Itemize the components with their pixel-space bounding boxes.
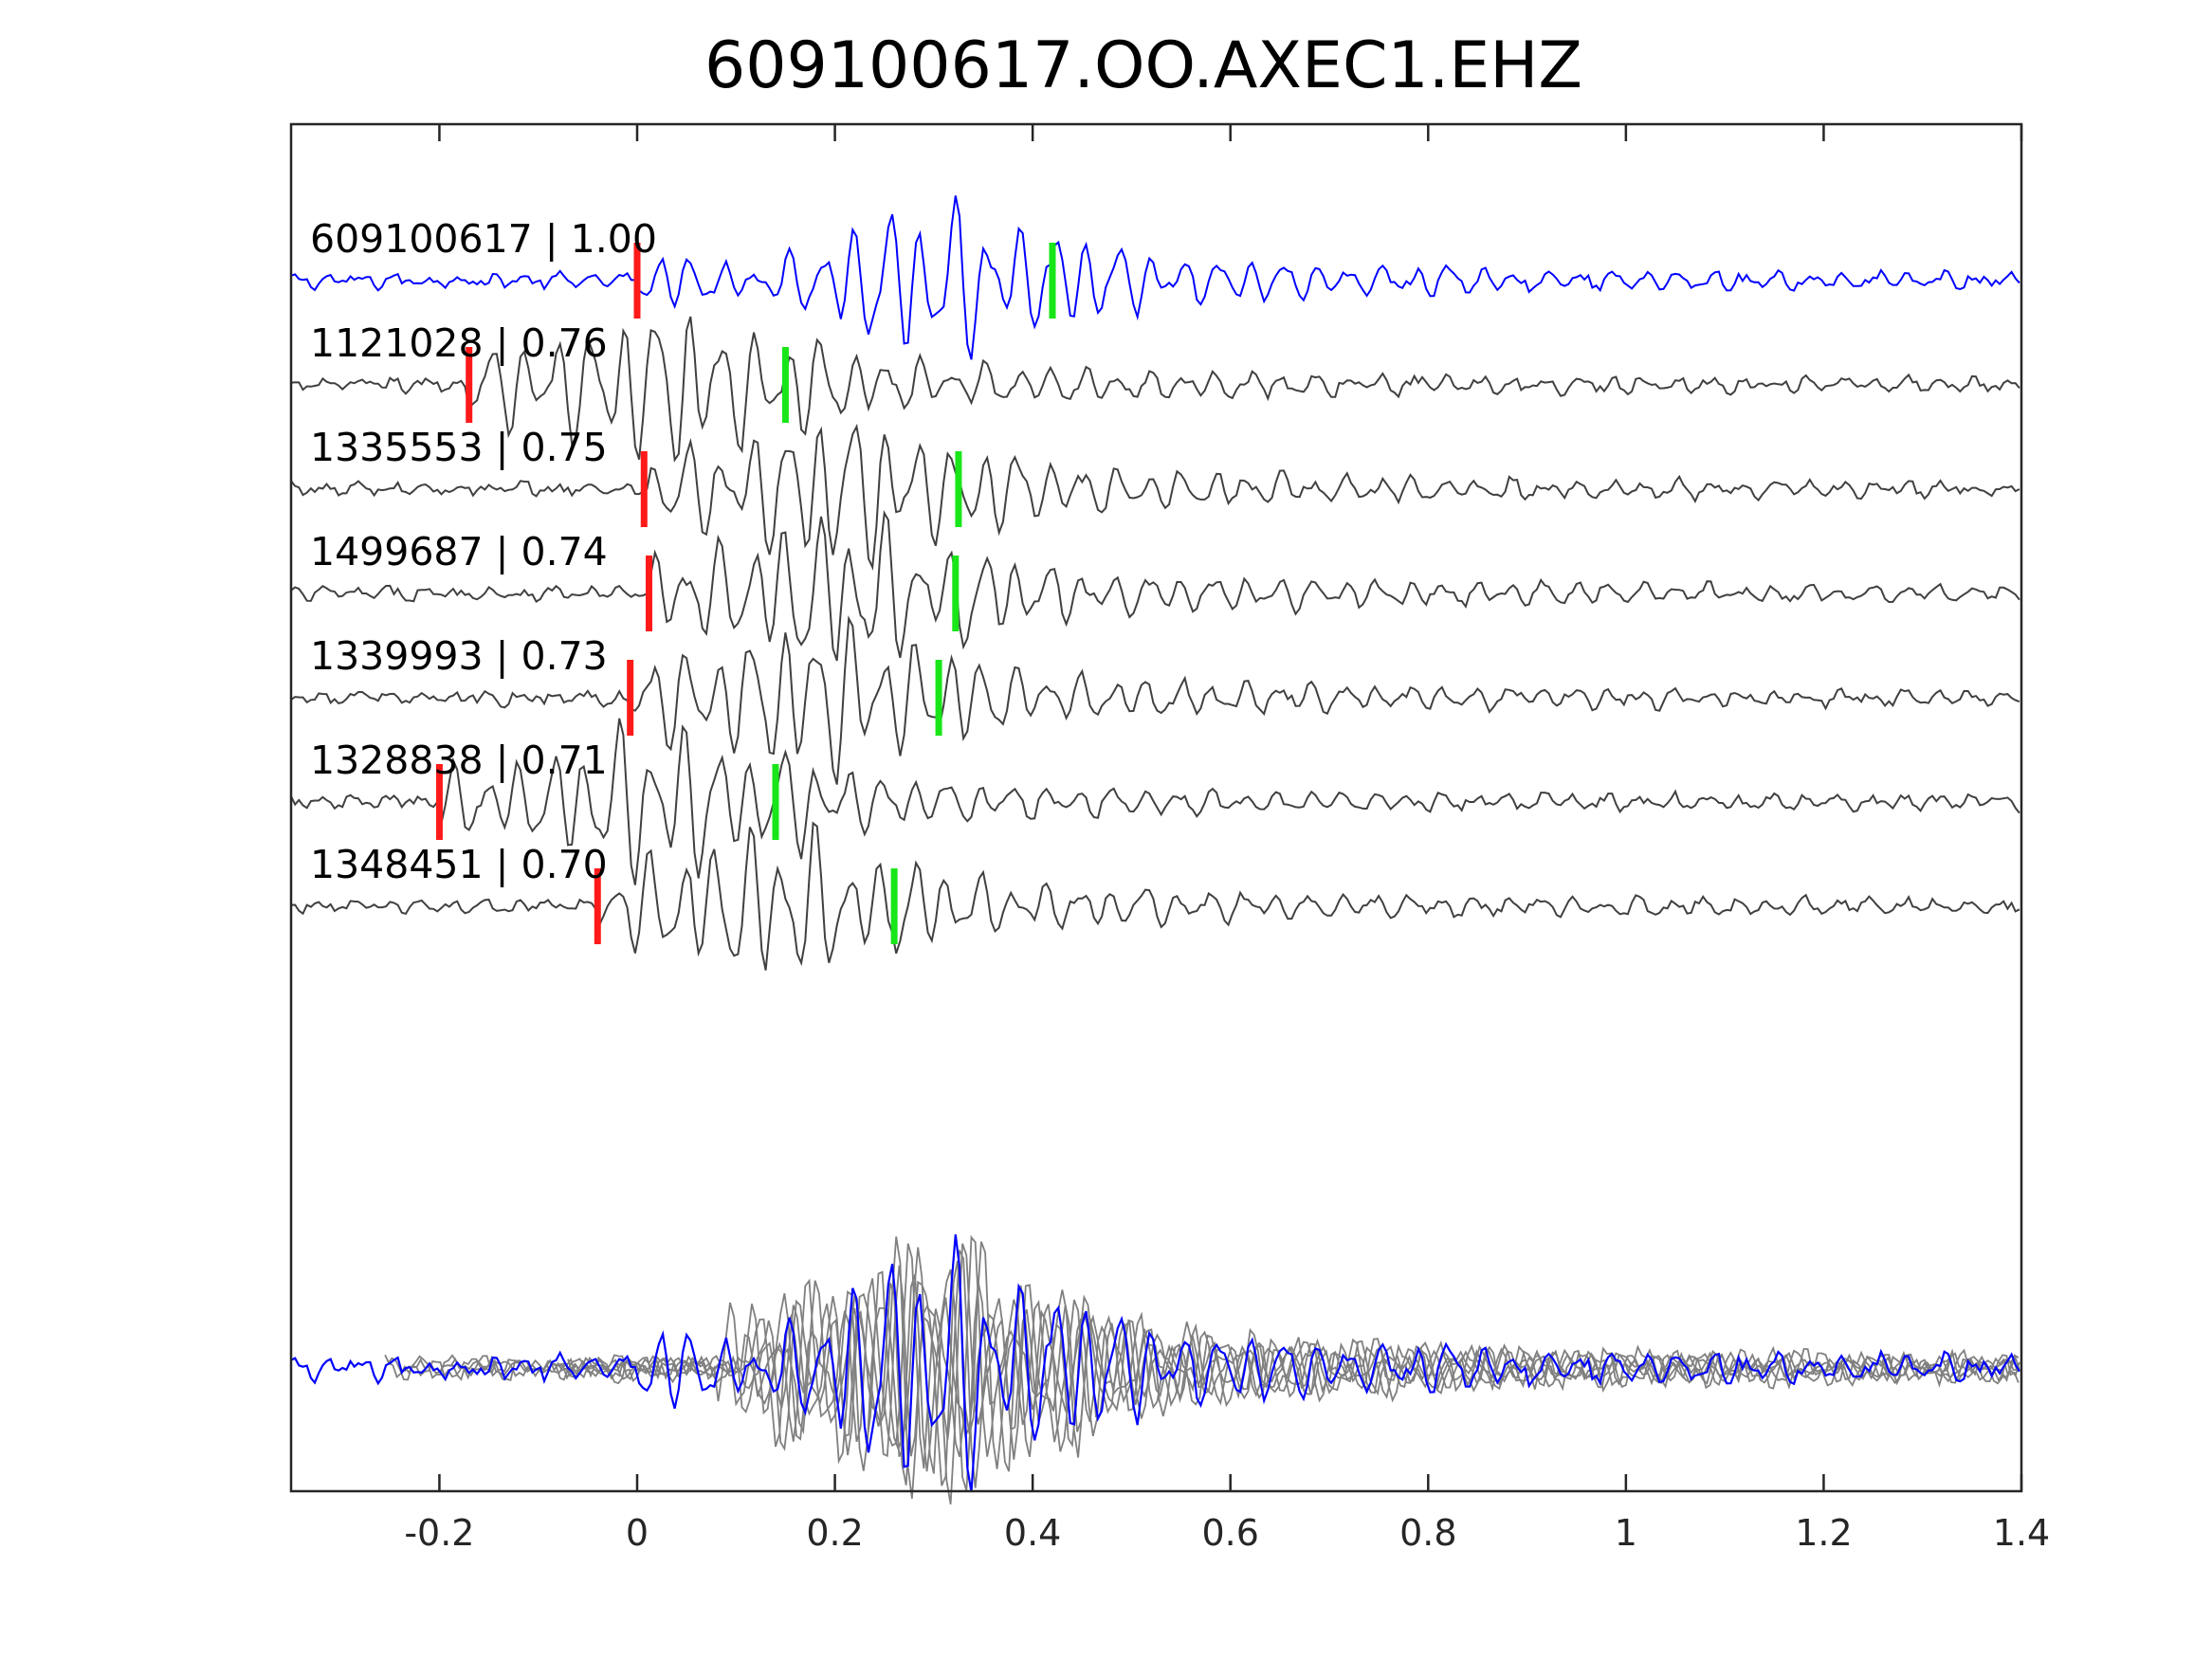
x-tick-label: 0.8 <box>1399 1512 1456 1554</box>
trace-label: 1499687 | 0.74 <box>310 529 608 574</box>
trace-label: 1339993 | 0.73 <box>310 633 608 679</box>
x-tick-label: 1.4 <box>1993 1512 2050 1554</box>
trace-label: 1328838 | 0.71 <box>310 738 608 783</box>
trace-1328838 <box>290 718 2020 885</box>
trace-1121028 <box>290 316 2020 463</box>
trace-label: 609100617 | 1.00 <box>310 216 657 262</box>
trace-1348451 <box>290 821 2020 971</box>
trace-label: 1335553 | 0.75 <box>310 425 608 470</box>
overlay-reference-trace <box>290 1234 2020 1493</box>
trace-1499687 <box>290 510 2020 662</box>
trace-609100617 <box>290 195 2020 360</box>
overlay-trace-1121028 <box>558 1260 2019 1486</box>
x-tick-label: 0.6 <box>1201 1512 1258 1554</box>
overlay-trace-1328838 <box>567 1236 2020 1499</box>
overlay-trace-1499687 <box>387 1241 2018 1474</box>
overlay-trace-1335553 <box>384 1268 2020 1491</box>
x-tick-label: 0.2 <box>806 1512 863 1554</box>
picks-layer <box>435 243 1056 944</box>
trace-label: 1348451 | 0.70 <box>310 842 608 887</box>
trace-label: 1121028 | 0.76 <box>310 320 608 366</box>
chart-title: 609100617.OO.AXEC1.EHZ <box>704 28 1582 103</box>
axes-frame <box>289 122 2023 1493</box>
x-tick-label: 1.2 <box>1795 1512 1852 1554</box>
x-tick-label: 0.4 <box>1004 1512 1061 1554</box>
trace-1335553 <box>290 423 2020 572</box>
x-tick-label: 0 <box>626 1512 649 1554</box>
trace-1339993 <box>290 614 2020 785</box>
traces-layer <box>290 195 2020 1504</box>
x-axis: -0.2 0 0.2 0.4 0.6 0.8 1 1.2 1.4 <box>404 124 2050 1554</box>
trace-labels-layer: 609100617 | 1.00 1121028 | 0.76 1335553 | … <box>310 216 657 887</box>
overlay-trace-1348451 <box>448 1234 2020 1469</box>
x-tick-label: 1 <box>1615 1512 1637 1554</box>
x-tick-label: -0.2 <box>404 1512 474 1554</box>
